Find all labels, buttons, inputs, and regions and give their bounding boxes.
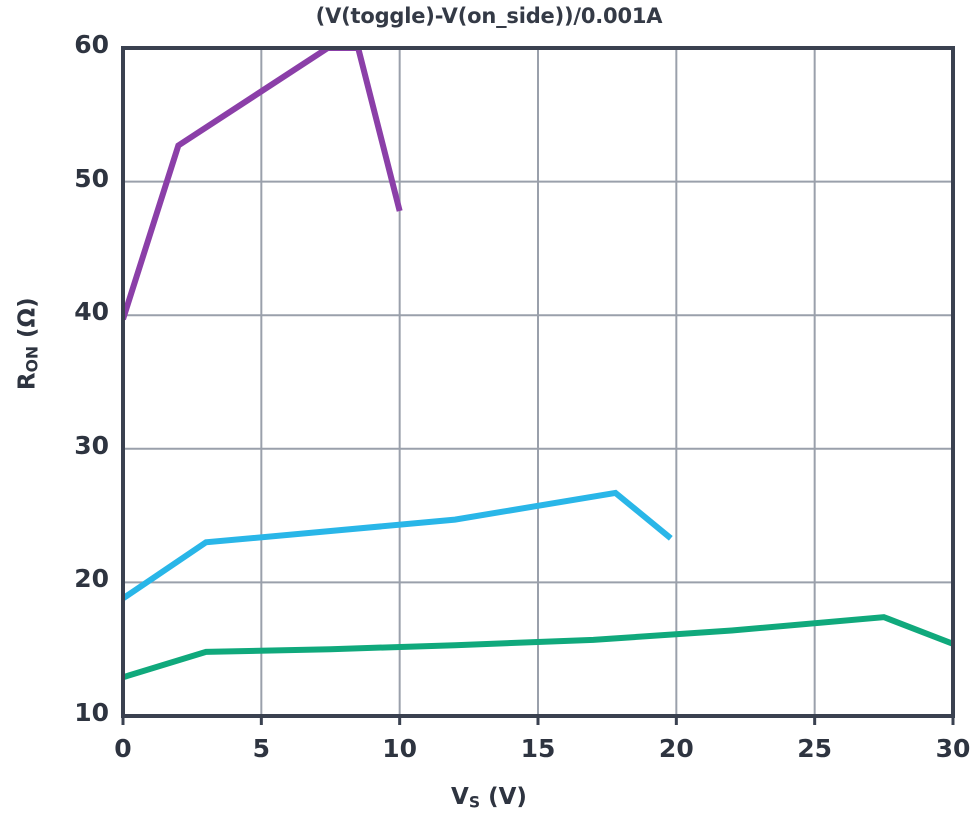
- y-tick-label: 10: [74, 698, 109, 727]
- x-tick-label: 15: [520, 734, 556, 763]
- y-tick-label: 30: [74, 430, 109, 460]
- x-tick-label: 5: [252, 734, 271, 763]
- y-axis-label-text: RON (Ω): [14, 297, 42, 391]
- x-tick-label: 20: [658, 734, 694, 763]
- purple-trace: [123, 48, 403, 321]
- x-tick-label: 30: [935, 734, 971, 763]
- y-tick-label: 20: [74, 564, 109, 594]
- x-axis-label-text: VS (V): [451, 784, 527, 812]
- gridlines: [123, 48, 953, 716]
- y-axis-label: RON (Ω): [14, 274, 41, 414]
- x-tick-label: 0: [114, 734, 132, 763]
- x-tick-label: 10: [382, 734, 418, 763]
- y-tick-label: 60: [74, 30, 109, 59]
- green-trace: [123, 614, 953, 681]
- x-tick-label: 25: [797, 734, 833, 763]
- x-axis-label: VS (V): [0, 784, 978, 811]
- cyan-trace: [123, 489, 673, 601]
- tick-marks: [121, 716, 955, 725]
- series-layer: [123, 48, 953, 681]
- chart-title: (V(toggle)-V(on_side))/0.001A: [315, 4, 663, 28]
- y-tick-label: 50: [74, 163, 109, 193]
- y-tick-label: 40: [74, 297, 109, 327]
